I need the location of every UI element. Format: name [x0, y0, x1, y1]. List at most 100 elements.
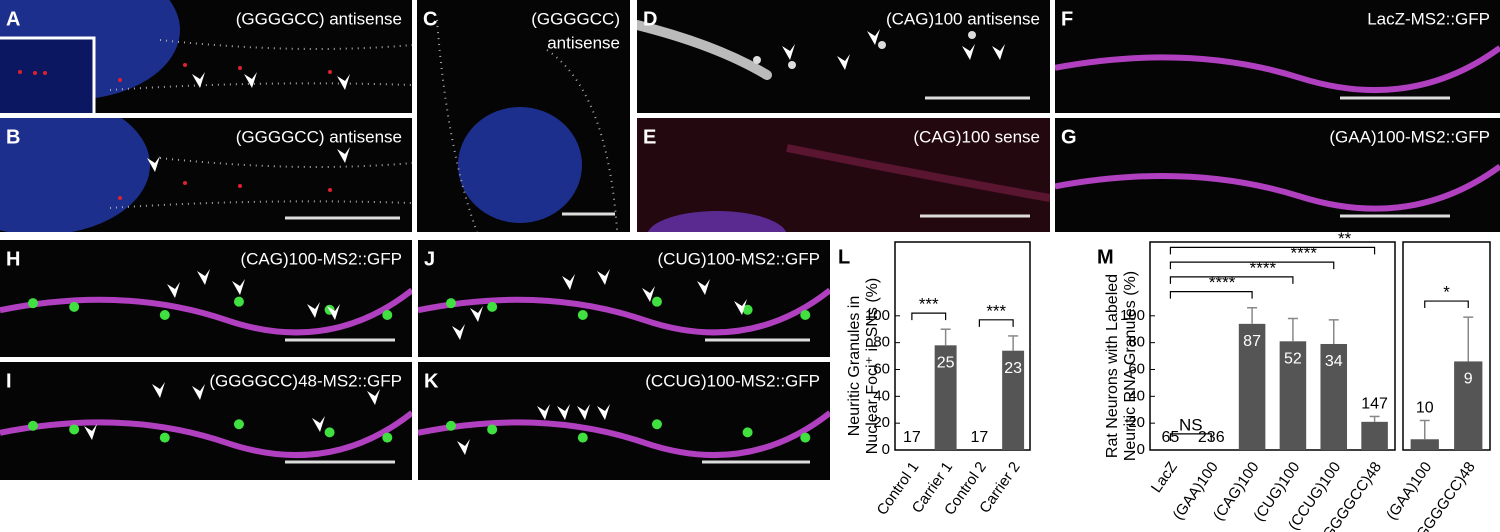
- rna-focus: [18, 70, 22, 74]
- panel-label: D: [643, 8, 657, 30]
- y-tick-label: 60: [1128, 360, 1145, 377]
- arrowhead: [312, 416, 325, 432]
- micrograph-content: [418, 362, 830, 480]
- y-tick-label: 80: [1128, 334, 1145, 351]
- significance-label: NS: [1179, 415, 1203, 434]
- green-granule: [233, 296, 244, 307]
- micrograph-content: [1055, 118, 1500, 232]
- rna-focus: [238, 184, 242, 188]
- inset: [0, 36, 96, 113]
- arrowhead: [244, 72, 257, 88]
- panel-caption: (CUG)100-MS2::GFP: [658, 249, 820, 268]
- micrograph-content: [1055, 0, 1500, 113]
- arrowhead: [367, 389, 380, 405]
- micrograph-panel: F LacZ-MS2::GFP: [1055, 0, 1500, 113]
- count-label: 25: [937, 355, 955, 372]
- arrowhead: [337, 147, 350, 163]
- green-granule: [27, 298, 38, 309]
- green-granule: [800, 309, 811, 320]
- arrowhead: [452, 324, 465, 340]
- panel-label: C: [423, 8, 437, 30]
- arrowhead: [167, 282, 180, 298]
- arrowhead: [327, 304, 340, 320]
- arrowhead: [557, 404, 570, 420]
- micrograph-panel: J (CUG)100-MS2::GFP: [418, 240, 830, 357]
- neurite: [1055, 163, 1500, 212]
- count-label: 52: [1284, 351, 1302, 368]
- green-granule: [69, 301, 80, 312]
- y-tick-label: 40: [873, 387, 890, 404]
- neurite: [786, 144, 1050, 202]
- y-axis-label: Neuritic RNA Granules (%): [1122, 271, 1139, 461]
- micrograph-panel: A (GGGGCC) antisense: [0, 0, 412, 113]
- green-granule: [487, 424, 498, 435]
- arrowhead: [192, 384, 205, 400]
- micrograph-content: [0, 240, 412, 357]
- cell-outline: [109, 157, 412, 209]
- neurite: [418, 410, 830, 459]
- green-granule: [27, 420, 38, 431]
- rna-focus: [183, 63, 187, 67]
- micrograph-content: [0, 118, 412, 232]
- micrograph-panel: B (GGGGCC) antisense: [0, 118, 412, 232]
- green-granule: [800, 432, 811, 443]
- y-axis-label: Rat Neurons with Labeled: [1104, 274, 1121, 458]
- significance-bracket: [1169, 261, 1335, 270]
- micrograph-panel: E (CAG)100 sense: [637, 118, 1050, 232]
- arrowhead: [697, 279, 710, 295]
- significance-bracket: [1169, 291, 1253, 299]
- rna-focus: [328, 70, 332, 74]
- arrowhead: [152, 382, 165, 398]
- panel-caption: LacZ-MS2::GFP: [1367, 9, 1490, 28]
- panel-caption: (GGGGCC) antisense: [236, 9, 402, 28]
- y-axis-label: Nuclear Foci⁺ iPSNs (%): [864, 278, 881, 454]
- significance-label: ***: [986, 301, 1006, 320]
- micrograph-content: [418, 240, 830, 357]
- y-tick-label: 0: [882, 441, 890, 458]
- panel-label: H: [6, 248, 20, 270]
- arrowhead: [597, 269, 610, 285]
- rna-focus: [238, 66, 242, 70]
- panel-label: F: [1061, 8, 1073, 30]
- green-granule: [233, 419, 244, 430]
- granule: [788, 61, 796, 69]
- rna-focus: [328, 188, 332, 192]
- significance-bracket: [1169, 433, 1212, 441]
- arrowhead: [837, 54, 850, 70]
- y-tick-label: 60: [873, 360, 890, 377]
- y-tick-label: 100: [1120, 307, 1145, 324]
- panel-label: J: [424, 248, 435, 270]
- arrowhead: [537, 404, 550, 420]
- micrograph-panel: G (GAA)100-MS2::GFP: [1055, 118, 1500, 232]
- significance-bracket: [1169, 246, 1376, 255]
- count-label: 147: [1361, 396, 1388, 413]
- panel-caption: (GGGGCC)48-MS2::GFP: [209, 371, 402, 390]
- arrowhead: [147, 156, 160, 172]
- granule: [968, 31, 976, 39]
- arrowhead: [307, 302, 320, 318]
- granule: [753, 56, 761, 64]
- rna-focus: [33, 71, 37, 75]
- panel-label: I: [6, 370, 12, 392]
- arrowhead: [782, 44, 795, 60]
- micrograph-panel: C (GGGGCC) antisense: [417, 0, 630, 232]
- y-tick-label: 40: [1128, 387, 1145, 404]
- bar: [934, 345, 957, 450]
- micrograph-panel: H (CAG)100-MS2::GFP: [0, 240, 412, 357]
- panel-caption: antisense: [547, 33, 620, 52]
- x-tick-label: LacZ: [1148, 459, 1181, 496]
- nucleus: [458, 107, 582, 223]
- count-label: 34: [1325, 353, 1343, 370]
- micrograph-panel: K (CCUG)100-MS2::GFP: [418, 362, 830, 480]
- arrowhead: [337, 74, 350, 90]
- significance-bracket: [1424, 300, 1469, 309]
- arrowhead: [562, 274, 575, 290]
- significance-label: ****: [1250, 258, 1277, 277]
- green-granule: [651, 296, 662, 307]
- arrowhead: [457, 439, 470, 455]
- bar: [1320, 343, 1348, 450]
- cell-outline: [109, 39, 412, 91]
- panel-caption: (CAG)100 sense: [913, 127, 1040, 146]
- arrowhead: [84, 424, 97, 440]
